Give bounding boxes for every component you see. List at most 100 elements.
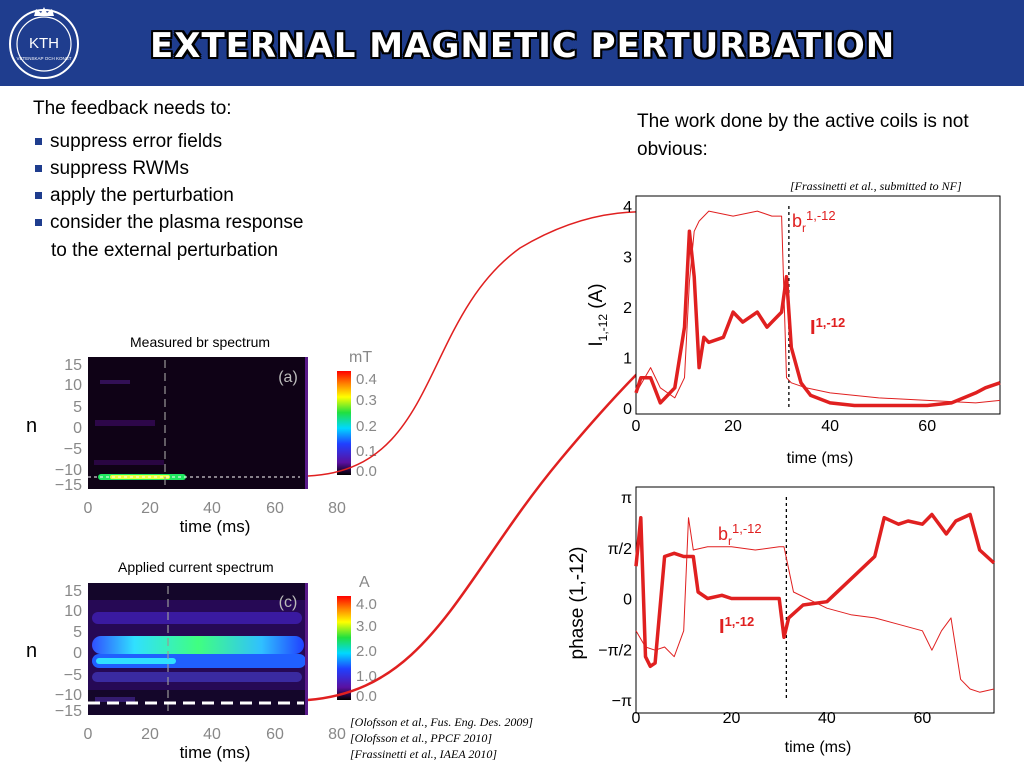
bullet-list: suppress error fields suppress RWMs appl… — [33, 128, 303, 236]
bullet-item: suppress error fields — [33, 128, 303, 155]
x-tick-label: 60 — [918, 418, 936, 435]
series-current-line — [634, 229, 1001, 408]
x-tick-label: 40 — [821, 418, 839, 435]
svg-text:0.0: 0.0 — [356, 688, 377, 705]
svg-text:VETENSKAP OCH KONST: VETENSKAP OCH KONST — [17, 56, 72, 61]
svg-text:60: 60 — [266, 726, 284, 743]
intro-text: The feedback needs to: — [33, 98, 232, 119]
series-current-line — [634, 512, 996, 669]
y-tick-label: −π/2 — [598, 642, 632, 659]
spectrum-c-ylabel: n — [26, 640, 38, 662]
svg-text:60: 60 — [266, 500, 284, 517]
x-tick-label: 20 — [724, 418, 742, 435]
spectrum-c-colorbar — [337, 596, 351, 700]
y-tick-label: 0 — [623, 401, 632, 418]
svg-text:10: 10 — [64, 603, 82, 620]
phase-chart-frame — [635, 486, 995, 714]
spectrum-c-xticks: 0 20 40 60 80 — [84, 726, 346, 743]
spectrum-c-unit: A — [359, 574, 370, 591]
svg-text:KTH: KTH — [29, 35, 59, 52]
svg-text:10: 10 — [64, 377, 82, 394]
svg-text:20: 20 — [141, 500, 159, 517]
spectrum-c-xlabel: time (ms) — [180, 743, 251, 762]
spectrum-a-ylabel: n — [26, 415, 38, 437]
reference-bottom-3: [Frassinetti et al., IAEA 2010] — [350, 747, 498, 761]
spectrum-a-xticks: 0 20 40 60 80 — [84, 500, 346, 517]
svg-text:−10: −10 — [55, 687, 82, 704]
svg-text:−5: −5 — [64, 667, 82, 684]
svg-text:0.4: 0.4 — [356, 371, 377, 388]
svg-text:2.0: 2.0 — [356, 643, 377, 660]
bullet-item: suppress RWMs — [33, 155, 303, 182]
svg-text:20: 20 — [141, 726, 159, 743]
spectrum-a-colorbar-ticks: 0.4 0.3 0.2 0.1 0.0 — [356, 371, 377, 480]
current-chart-xticks: 0 20 40 60 — [632, 418, 937, 435]
page-title: EXTERNAL MAGNETIC PERTURBATION — [150, 26, 896, 66]
svg-text:80: 80 — [328, 500, 346, 517]
right-text: The work done by the active coils is not… — [637, 111, 969, 160]
svg-text:0: 0 — [84, 726, 93, 743]
phase-chart-xlabel: time (ms) — [785, 739, 852, 756]
spectrum-a-panel-label: (a) — [278, 369, 298, 386]
bullet-continuation: to the external perturbation — [51, 240, 279, 261]
y-tick-label: π — [621, 490, 632, 507]
spectrum-a-yticks: 15 10 5 0 −5 −10 −15 — [55, 357, 82, 494]
y-tick-label: 2 — [623, 300, 632, 317]
svg-text:0.0: 0.0 — [356, 463, 377, 480]
x-tick-label: 40 — [818, 710, 836, 727]
current-chart-xlabel: time (ms) — [787, 450, 854, 467]
series-br-line — [635, 210, 1001, 404]
x-tick-label: 0 — [632, 710, 641, 727]
svg-text:15: 15 — [64, 583, 82, 600]
spectrum-c-title: Applied current spectrum — [118, 559, 274, 575]
bullet-item: consider the plasma response — [33, 209, 303, 236]
svg-text:15: 15 — [64, 357, 82, 374]
svg-text:−15: −15 — [55, 477, 82, 494]
svg-text:−10: −10 — [55, 462, 82, 479]
svg-text:0: 0 — [73, 420, 82, 437]
svg-text:0.2: 0.2 — [356, 418, 377, 435]
svg-text:−15: −15 — [55, 703, 82, 720]
y-tick-label: π/2 — [608, 541, 632, 558]
bullet-item: apply the perturbation — [33, 182, 303, 209]
y-tick-label: −π — [612, 693, 632, 710]
spectrum-a-xlabel: time (ms) — [180, 517, 251, 536]
x-tick-label: 20 — [723, 710, 741, 727]
x-tick-label: 60 — [914, 710, 932, 727]
svg-text:1.0: 1.0 — [356, 668, 377, 685]
kth-logo: KTH VETENSKAP OCH KONST — [9, 7, 79, 79]
y-tick-label: 0 — [623, 592, 632, 609]
svg-text:0.3: 0.3 — [356, 392, 377, 409]
svg-text:4.0: 4.0 — [356, 596, 377, 613]
svg-text:0: 0 — [73, 645, 82, 662]
svg-text:−5: −5 — [64, 441, 82, 458]
reference-right: [Frassinetti et al., submitted to NF] — [790, 179, 962, 193]
spectrum-a-title: Measured br spectrum — [130, 334, 271, 350]
spectrum-c-colorbar-ticks: 4.0 3.0 2.0 1.0 0.0 — [356, 596, 377, 705]
phase-chart-ylabel: phase (1,-12) — [567, 546, 588, 659]
spectrum-a-colorbar — [337, 371, 351, 475]
svg-text:40: 40 — [203, 726, 221, 743]
header-bar: KTH VETENSKAP OCH KONST EXTERNAL MAGNETI… — [0, 0, 1024, 86]
y-tick-label: 3 — [623, 250, 632, 267]
series-br-line — [635, 517, 995, 693]
phase-chart-yticks: π π/2 0 −π/2 −π — [598, 490, 632, 710]
svg-text:5: 5 — [73, 624, 82, 641]
spectrum-a-unit: mT — [349, 349, 372, 366]
svg-text:5: 5 — [73, 399, 82, 416]
phase-chart-xticks: 0 20 40 60 — [632, 710, 932, 727]
spectrum-c-yticks: 15 10 5 0 −5 −10 −15 — [55, 583, 82, 720]
x-tick-label: 0 — [632, 418, 641, 435]
svg-text:40: 40 — [203, 500, 221, 517]
y-tick-label: 4 — [623, 199, 632, 216]
spectrum-c-panel-label: (c) — [279, 594, 298, 611]
reference-bottom-2: [Olofsson et al., PPCF 2010] — [350, 731, 493, 745]
svg-text:80: 80 — [328, 726, 346, 743]
y-tick-label: 1 — [623, 351, 632, 368]
svg-text:3.0: 3.0 — [356, 618, 377, 635]
reference-bottom-1: [Olofsson et al., Fus. Eng. Des. 2009] — [350, 715, 533, 729]
